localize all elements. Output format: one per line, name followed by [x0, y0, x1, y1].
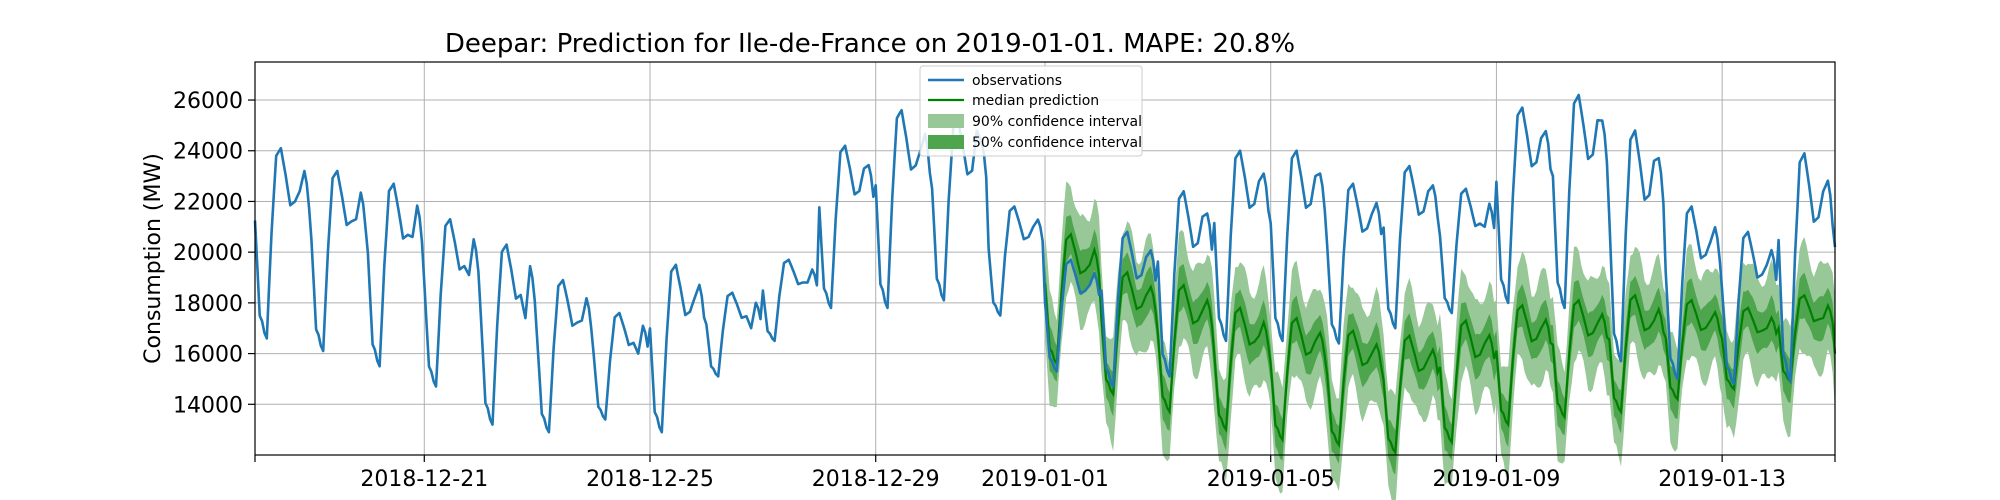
- y-tick-label: 16000: [173, 343, 243, 368]
- x-axis: 2018-12-21 2018-12-25 2018-12-29 2019-01-01…: [254, 455, 1836, 492]
- y-tick-label: 20000: [173, 241, 243, 266]
- ci90-band-layer: [1045, 181, 1835, 500]
- legend-box: [919, 65, 1143, 157]
- y-axis-label: Consumption (MW): [141, 153, 166, 364]
- median-prediction-line: [1043, 232, 1837, 456]
- x-tick-label: 2019-01-09: [1432, 467, 1560, 492]
- y-tick-label: 22000: [173, 190, 243, 215]
- legend: observations median prediction 90% confi…: [919, 65, 1143, 157]
- x-tick-label: 2019-01-13: [1658, 467, 1786, 492]
- legend-ci50-swatch: [928, 135, 964, 149]
- legend-ci90-swatch: [928, 114, 964, 128]
- y-tick-label: 24000: [173, 140, 243, 165]
- x-tick-label: 2018-12-25: [586, 467, 714, 492]
- y-tick-label: 18000: [173, 292, 243, 317]
- x-tick-label: 2018-12-29: [812, 467, 940, 492]
- ci90-band: [1045, 181, 1835, 500]
- y-tick-label: 14000: [173, 393, 243, 418]
- y-axis: 14000 16000 18000 20000 22000 24000 26000: [173, 89, 255, 418]
- x-tick-label: 2019-01-05: [1207, 467, 1335, 492]
- y-tick-label: 26000: [173, 89, 243, 114]
- legend-ci50-label: 50% confidence interval: [972, 135, 1142, 151]
- legend-observations-label: observations: [972, 73, 1062, 89]
- observations-line-layer: [253, 93, 1837, 434]
- observations-line: [253, 93, 1837, 434]
- legend-median-label: median prediction: [972, 93, 1099, 109]
- x-tick-label: 2018-12-21: [360, 467, 488, 492]
- chart-title: Deepar: Prediction for Ile-de-France on …: [445, 29, 1295, 59]
- x-tick-label: 2019-01-01: [981, 467, 1109, 492]
- median-line-layer: [1043, 232, 1837, 456]
- legend-ci90-label: 90% confidence interval: [972, 114, 1142, 130]
